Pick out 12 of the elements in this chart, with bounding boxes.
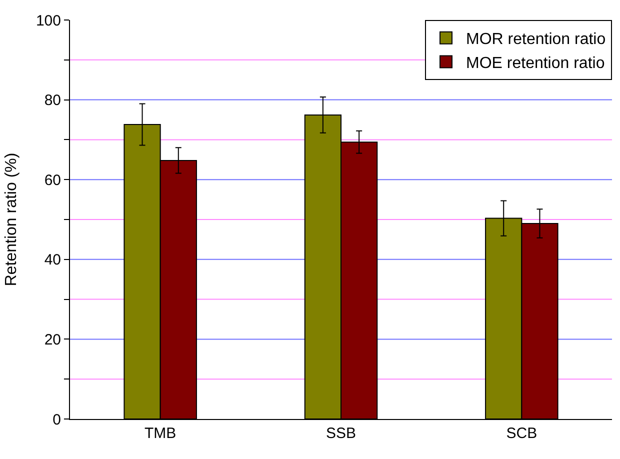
legend-label: MOE retention ratio [466, 54, 605, 72]
legend-label: MOR retention ratio [466, 31, 606, 48]
y-tick-label: 60 [44, 172, 61, 189]
y-tick-label: 40 [44, 252, 61, 269]
x-tick-label: TMB [144, 425, 176, 442]
x-tick-label: SSB [326, 425, 356, 442]
x-tick-label: SCB [506, 425, 538, 442]
y-axis-title: Retention ratio (%) [2, 152, 20, 286]
y-tick-label: 100 [36, 12, 61, 30]
y-tick-label: 0 [52, 411, 61, 428]
y-tick-label: 20 [44, 331, 61, 348]
y-tick-label: 80 [44, 92, 61, 110]
